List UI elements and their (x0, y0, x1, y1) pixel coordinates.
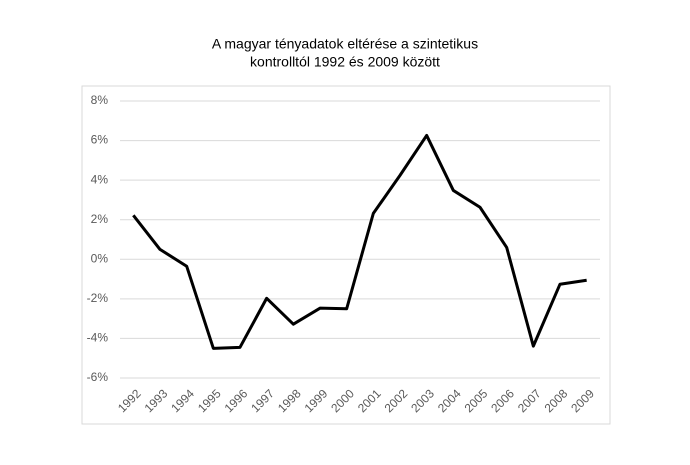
data-line (132, 133, 587, 350)
y-tick-label: 2% (91, 212, 109, 226)
plot-frame (81, 85, 611, 425)
chart-title: kontrolltól 1992 és 2009 között (250, 54, 440, 70)
y-tick-label: -2% (87, 291, 109, 305)
y-tick-label: -4% (87, 331, 109, 345)
y-tick-label: 8% (91, 93, 109, 107)
chart-title: A magyar tényadatok eltérése a szintetik… (212, 36, 478, 52)
y-tick-label: 4% (91, 172, 109, 186)
y-tick-label: 0% (91, 251, 109, 265)
y-tick-label: 6% (91, 133, 109, 147)
y-tick-label: -6% (87, 370, 109, 384)
